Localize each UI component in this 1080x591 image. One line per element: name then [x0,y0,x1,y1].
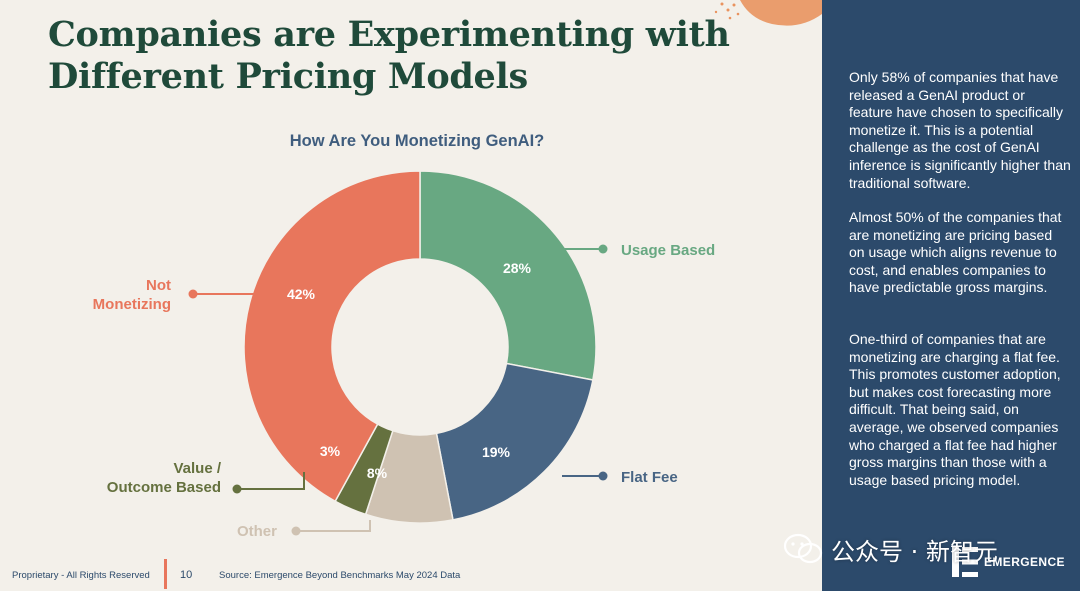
leader-dot-value-outcome-based [232,484,242,494]
emergence-logo: EMERGENCE [952,547,1065,577]
slice-usage-based [419,170,597,381]
leader-dot-not-monetizing [188,289,198,299]
leader-dot-usage-based [598,244,608,254]
category-label-usage-based: Usage Based [621,242,715,259]
page-number: 10 [180,569,193,581]
chart-title: How Are You Monetizing GenAI? [290,132,545,150]
insights-sidebar: Only 58% of companies that have released… [822,0,1080,591]
slide-title: Companies are Experimenting with Differe… [48,14,730,98]
category-label-value-outcome-based: Value / Outcome Based [107,460,222,496]
value-label-not-monetizing: 42% [287,286,316,302]
donut-chart: How Are You Monetizing GenAI? 28% 19% 8% 3%… [93,132,716,540]
leader-line-value-outcome-based [237,472,305,490]
slide-title-line-2: Different Pricing Models [48,56,528,97]
footer-copyright: Proprietary - All Rights Reserved [12,570,150,581]
footer-source: Source: Emergence Beyond Benchmarks May … [219,570,461,581]
insight-paragraph-3: One-third of companies that are monetizi… [849,331,1061,488]
value-label-flat-fee: 19% [482,444,511,460]
category-label-flat-fee: Flat Fee [621,469,678,486]
slice-flat-fee [435,362,594,521]
value-label-usage-based: 28% [503,260,532,276]
emergence-mark-icon [952,547,978,577]
wechat-icon [783,533,823,564]
leader-dot-flat-fee [598,471,608,481]
decorative-orange-blob [714,0,822,26]
value-label-other: 8% [367,465,388,481]
slice-not-monetizing [243,170,421,503]
watermark-text: 公众号 · 新智元 [831,537,998,566]
leader-line-other [296,520,371,532]
value-label-value-outcome-based: 3% [320,443,341,459]
slide-title-line-1: Companies are Experimenting with [48,14,730,55]
category-label-other: Other [237,523,277,540]
brand-name: EMERGENCE [984,555,1065,569]
insight-paragraph-1: Only 58% of companies that have released… [849,69,1071,191]
insight-paragraph-2: Almost 50% of the companies that are mon… [849,209,1062,296]
wechat-watermark: 公众号 · 新智元 [783,531,998,567]
footer-divider [164,559,167,589]
category-label-not-monetizing: Not Monetizing [93,277,171,313]
leader-dot-other [291,526,301,536]
